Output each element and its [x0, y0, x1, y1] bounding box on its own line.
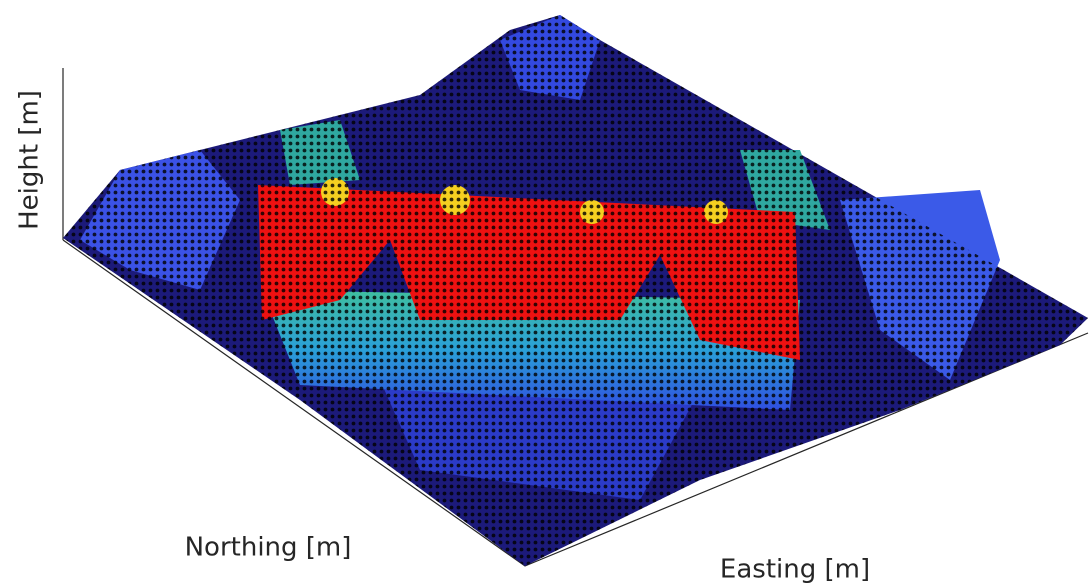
x-axis-label: Easting [m] [720, 555, 870, 585]
chart: Height [m] Northing [m] Easting [m] [0, 0, 1091, 585]
y-axis-label: Northing [m] [185, 533, 352, 563]
z-axis-label: Height [m] [15, 90, 45, 230]
surface [63, 15, 1088, 566]
point-cloud [63, 15, 1088, 566]
